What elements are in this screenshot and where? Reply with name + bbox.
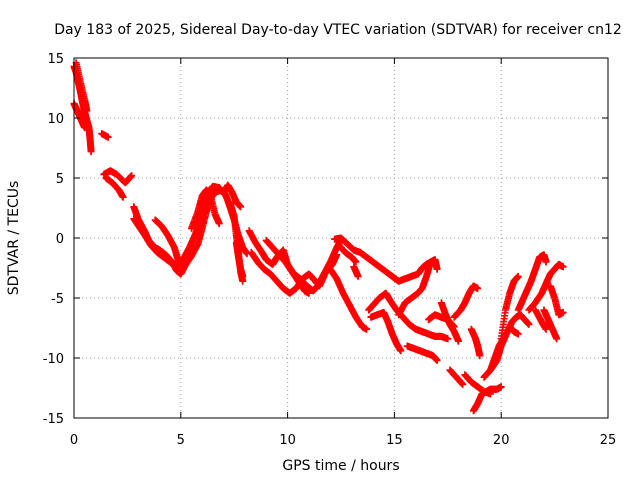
chart-title: Day 183 of 2025, Sidereal Day-to-day VTE… [54,22,622,38]
series-sdtvar [71,59,567,414]
y-tick-label: 15 [47,52,64,67]
x-tick-label: 15 [386,433,403,448]
x-tick-label: 20 [493,433,510,448]
x-tick-label: 25 [600,433,617,448]
data-points [71,59,567,414]
sdtvar-scatter-chart: Day 183 of 2025, Sidereal Day-to-day VTE… [0,0,640,480]
y-tick-label: 10 [47,112,64,127]
y-tick-label: -10 [43,352,64,367]
y-tick-label: -5 [51,292,64,307]
y-tick-label: 0 [56,232,64,247]
x-tick-label: 5 [177,433,185,448]
axis-ticks: 0 5 10 15 20 25 -15 -10 -5 0 5 10 15 [43,52,617,448]
x-axis-label: GPS time / hours [282,458,399,474]
chart-canvas: Day 183 of 2025, Sidereal Day-to-day VTE… [0,0,640,480]
y-tick-label: 5 [56,172,64,187]
x-tick-label: 10 [279,433,296,448]
y-axis-label: SDTVAR / TECUs [6,181,22,296]
y-tick-label: -15 [43,412,64,427]
x-tick-label: 0 [70,433,78,448]
